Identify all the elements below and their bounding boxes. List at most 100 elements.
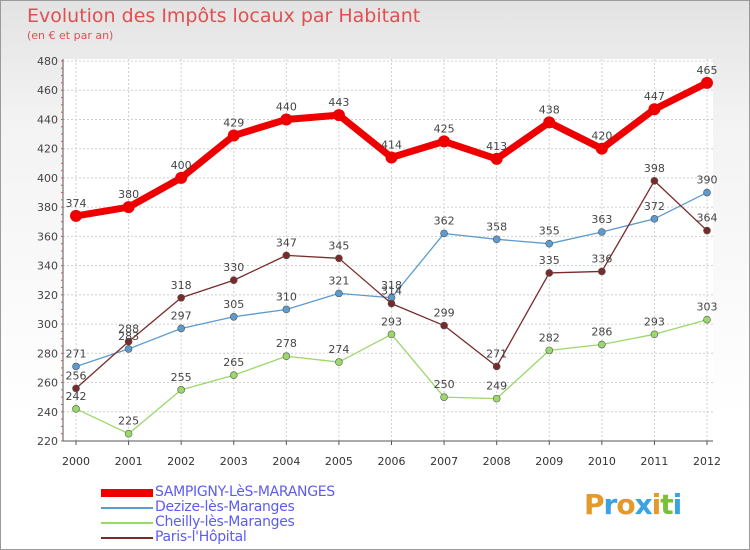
data-label: 374 <box>66 197 87 210</box>
data-label: 318 <box>381 279 402 292</box>
x-tick-label: 2008 <box>483 455 511 468</box>
logo-letter: i <box>672 488 683 521</box>
legend-label: Cheilly-lès-Maranges <box>155 514 295 530</box>
data-point <box>703 315 711 324</box>
x-tick-label: 2012 <box>693 455 721 468</box>
x-tick-label: 2003 <box>220 455 248 468</box>
data-point <box>492 362 501 371</box>
logo-letter: x <box>634 488 653 521</box>
legend-item: Dezize-lès-Maranges <box>101 500 421 515</box>
data-point <box>595 142 608 155</box>
data-label: 249 <box>486 380 507 393</box>
data-point <box>175 171 188 184</box>
data-label: 271 <box>66 347 87 360</box>
data-point <box>598 228 606 236</box>
data-label: 271 <box>486 347 507 360</box>
data-point <box>438 135 451 148</box>
y-tick-label: 220 <box>37 435 58 448</box>
y-tick-label: 480 <box>37 55 58 68</box>
data-label: 413 <box>486 140 507 153</box>
data-point <box>545 239 554 248</box>
x-tick-label: 2004 <box>272 455 300 468</box>
data-point <box>387 299 396 308</box>
legend-label: SAMPIGNY-LèS-MARANGES <box>155 484 335 500</box>
data-point <box>72 405 80 413</box>
legend-swatch <box>101 507 153 509</box>
legend-item: Cheilly-lès-Maranges <box>101 515 421 530</box>
data-point <box>280 113 293 126</box>
y-tick-label: 240 <box>37 406 58 419</box>
data-point <box>282 251 291 260</box>
data-label: 225 <box>118 415 139 428</box>
data-point <box>282 352 291 361</box>
data-point <box>282 305 291 314</box>
legend-swatch <box>101 537 153 539</box>
data-label: 358 <box>486 220 507 233</box>
data-label: 299 <box>434 307 455 320</box>
data-label: 310 <box>276 290 297 303</box>
data-point <box>440 321 448 330</box>
data-point <box>545 346 554 355</box>
proxiti-logo: Proxiti <box>584 488 683 521</box>
data-point <box>701 76 713 89</box>
data-label: 414 <box>381 138 402 151</box>
data-point <box>650 177 659 185</box>
data-label: 250 <box>434 378 455 391</box>
x-tick-label: 2000 <box>62 455 90 468</box>
data-point <box>70 209 82 222</box>
data-label: 443 <box>328 96 349 109</box>
x-tick-label: 2005 <box>325 455 353 468</box>
x-tick-label: 2001 <box>115 455 143 468</box>
data-label: 283 <box>118 330 139 343</box>
data-label: 282 <box>539 331 560 344</box>
data-label: 398 <box>644 162 665 175</box>
data-point <box>385 151 398 164</box>
legend-label: Dezize-lès-Maranges <box>155 499 295 515</box>
data-label: 321 <box>328 274 349 287</box>
data-point <box>650 330 659 339</box>
data-label: 364 <box>697 212 718 225</box>
data-point <box>492 235 501 244</box>
data-label: 318 <box>171 279 192 292</box>
data-point <box>387 330 396 339</box>
data-point <box>490 152 503 165</box>
x-tick-label: 2007 <box>430 455 458 468</box>
data-label: 335 <box>539 254 560 267</box>
data-label: 255 <box>171 371 192 384</box>
data-point <box>440 393 448 401</box>
y-tick-label: 300 <box>37 318 58 331</box>
data-label: 429 <box>223 117 244 130</box>
legend-swatch <box>101 522 153 524</box>
data-point <box>124 345 133 353</box>
data-label: 438 <box>539 103 560 116</box>
logo-letter: i <box>651 488 662 521</box>
x-tick-label: 2006 <box>378 455 406 468</box>
data-label: 362 <box>434 214 455 227</box>
y-tick-label: 340 <box>37 260 58 273</box>
data-point <box>545 269 554 277</box>
legend-item: Paris-l'Hôpital <box>101 530 421 545</box>
data-label: 278 <box>276 337 297 350</box>
data-label: 265 <box>223 356 244 369</box>
x-tick-label: 2011 <box>640 455 668 468</box>
data-label: 293 <box>644 315 665 328</box>
data-label: 314 <box>381 285 402 298</box>
data-point <box>177 293 185 302</box>
data-label: 380 <box>118 188 139 201</box>
data-label: 286 <box>591 326 612 339</box>
data-label: 420 <box>591 130 612 143</box>
y-tick-label: 320 <box>37 289 58 302</box>
legend-label: Paris-l'Hôpital <box>155 529 247 545</box>
data-point <box>124 429 133 438</box>
data-label: 347 <box>276 236 297 249</box>
y-tick-label: 400 <box>37 172 58 185</box>
data-point <box>122 201 135 214</box>
y-tick-label: 280 <box>37 347 58 360</box>
data-point <box>72 384 80 393</box>
data-point <box>703 188 711 197</box>
data-label: 303 <box>697 301 718 314</box>
x-tick-label: 2010 <box>588 455 616 468</box>
data-label: 465 <box>697 64 718 77</box>
